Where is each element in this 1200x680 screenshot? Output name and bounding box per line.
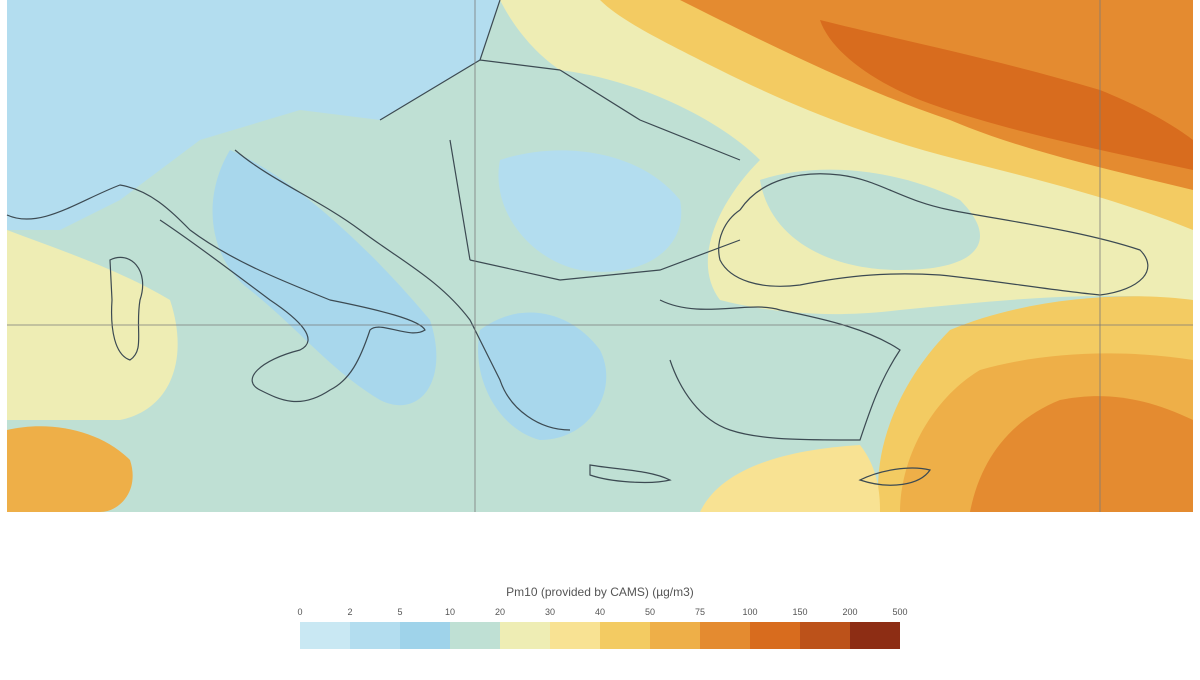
graticule (7, 0, 1193, 512)
pollution-region (970, 396, 1193, 512)
pollution-region (700, 445, 880, 512)
legend-tick-label: 0 (297, 607, 302, 617)
legend-title: Pm10 (provided by CAMS) (µg/m3) (506, 585, 694, 599)
legend-tick-label: 50 (645, 607, 655, 617)
legend-swatch (800, 622, 850, 649)
legend-swatch (550, 622, 600, 649)
legend-swatch (500, 622, 550, 649)
legend-tick-label: 150 (792, 607, 807, 617)
pollution-region (760, 169, 980, 270)
legend-tick-label: 100 (742, 607, 757, 617)
pollution-region (7, 426, 133, 512)
legend-tick-label: 500 (892, 607, 907, 617)
coastlines (6, 0, 1149, 486)
legend-tick-label: 20 (495, 607, 505, 617)
pollution-region (7, 0, 500, 230)
legend-swatch (450, 622, 500, 649)
pollution-region (212, 150, 437, 406)
pollution-region (498, 150, 682, 272)
map (6, 0, 1193, 512)
legend-swatch (700, 622, 750, 649)
legend-swatch (850, 622, 900, 649)
legend-tick-label: 200 (842, 607, 857, 617)
legend-swatch (400, 622, 450, 649)
legend-tick-label: 40 (595, 607, 605, 617)
pollution-region (478, 312, 607, 440)
legend-swatch (650, 622, 700, 649)
legend-swatch (350, 622, 400, 649)
legend-swatch (600, 622, 650, 649)
legend-tick-label: 10 (445, 607, 455, 617)
legend-tick-label: 5 (397, 607, 402, 617)
legend: Pm10 (provided by CAMS) (µg/m3) 0 2 5 10 20 3… (297, 585, 908, 649)
legend-swatch (750, 622, 800, 649)
legend-tick-label: 75 (695, 607, 705, 617)
legend-tick-label: 2 (347, 607, 352, 617)
legend-tick-label: 30 (545, 607, 555, 617)
legend-swatch (300, 622, 350, 649)
